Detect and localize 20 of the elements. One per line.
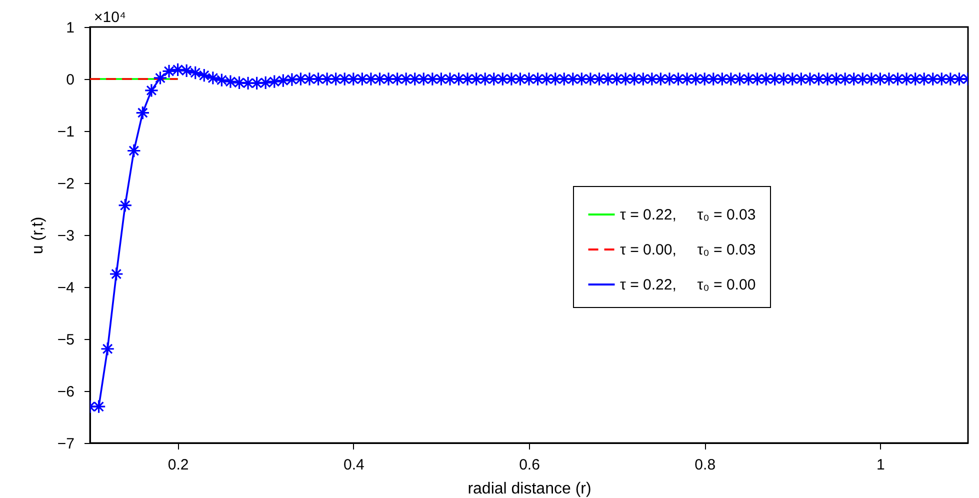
y-tick-label: −7 — [57, 436, 74, 452]
y-tick-label: −2 — [57, 176, 74, 192]
x-axis-title: radial distance (r) — [468, 480, 592, 498]
y-tick-label: −4 — [57, 280, 74, 296]
y-tick-label: 0 — [66, 72, 74, 88]
legend-label: τ = 0.22, τ₀ = 0.00 — [620, 276, 756, 294]
legend-label: τ = 0.22, τ₀ = 0.03 — [620, 206, 756, 224]
legend-label: τ = 0.00, τ₀ = 0.03 — [620, 242, 756, 258]
x-tick-label: 0.2 — [168, 456, 189, 474]
y-axis-title: u (r,t) — [29, 216, 46, 254]
text: ×10⁴ — [94, 9, 126, 26]
x-tick-label: 0.4 — [343, 456, 364, 474]
y-tick-label: −6 — [57, 384, 74, 400]
x-tick-label: 1 — [876, 456, 885, 474]
x-tick-label: 0.8 — [694, 456, 716, 474]
x-tick-label: 0.6 — [519, 456, 540, 474]
y-tick-label: −5 — [57, 332, 74, 348]
y-tick-label: −3 — [57, 228, 74, 244]
y-tick-label: −1 — [57, 124, 74, 140]
y-tick-label: 1 — [66, 20, 74, 36]
